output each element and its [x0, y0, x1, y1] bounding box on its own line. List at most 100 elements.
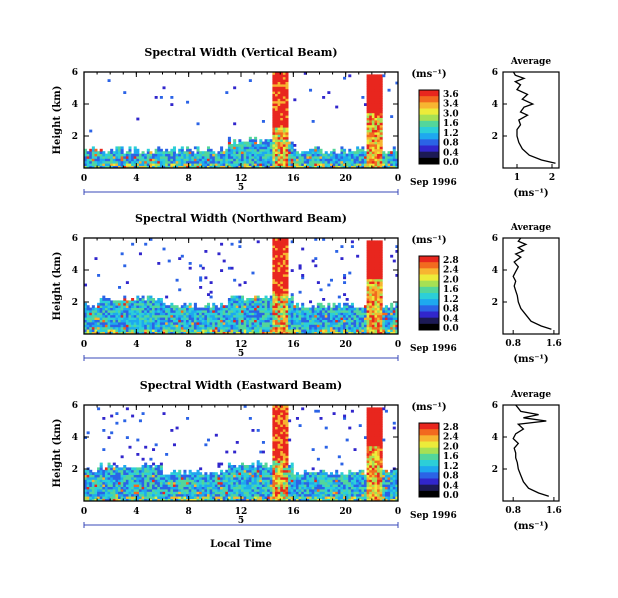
heatmap-cell — [261, 484, 265, 487]
heatmap-cell — [243, 144, 247, 147]
heatmap-cell — [379, 271, 383, 275]
heatmap-cell — [277, 105, 281, 109]
heatmap-cell — [146, 151, 150, 154]
heatmap-cell — [149, 469, 153, 473]
average-profile-line — [512, 237, 552, 330]
heatmap-cell — [285, 151, 289, 154]
heatmap-cell — [241, 465, 245, 468]
heatmap-cell — [199, 153, 203, 157]
heatmap-cell — [335, 153, 339, 157]
heatmap-cell — [261, 319, 265, 323]
heatmap-cell — [377, 124, 381, 128]
heatmap-cell — [353, 324, 357, 328]
heatmap-cell — [251, 165, 255, 169]
heatmap-cell — [248, 146, 252, 150]
heatmap-cell — [201, 326, 205, 330]
colorbar-swatch — [419, 139, 439, 146]
heatmap-cell — [275, 326, 279, 330]
heatmap-cell — [256, 477, 260, 480]
heatmap-cell — [123, 310, 127, 313]
heatmap-cell — [199, 158, 203, 162]
heatmap-cell — [272, 441, 276, 444]
heatmap-cell — [131, 319, 135, 323]
heatmap-cell — [233, 324, 237, 328]
heatmap-cell — [123, 153, 127, 157]
heatmap-cell — [277, 266, 281, 270]
heatmap-cell — [379, 245, 383, 248]
heatmap-cell — [361, 146, 365, 150]
heatmap-cell — [217, 151, 221, 154]
heatmap-cell — [248, 324, 252, 328]
heatmap-cell — [146, 496, 150, 499]
heatmap-cell — [238, 472, 242, 475]
heatmap-cell — [233, 491, 237, 495]
heatmap-cell — [144, 165, 148, 169]
heatmap-cell — [238, 469, 242, 473]
heatmap-cell — [264, 165, 268, 169]
heatmap-cell — [162, 156, 166, 159]
heatmap-cell — [277, 247, 281, 251]
heatmap-cell — [230, 298, 234, 301]
heatmap-cell — [374, 278, 378, 282]
heatmap-cell — [125, 305, 129, 308]
colorbar-swatch — [419, 268, 439, 275]
heatmap-cell — [295, 314, 299, 318]
heatmap-cell — [91, 305, 95, 308]
heatmap-cell — [159, 479, 163, 483]
heatmap-cell — [280, 134, 284, 138]
heatmap-cell — [377, 286, 381, 289]
heatmap-cell — [374, 132, 378, 135]
heatmap-cell — [118, 319, 122, 323]
heatmap-cell — [259, 331, 263, 335]
heatmap-cell — [361, 317, 365, 320]
heatmap-cell — [275, 443, 279, 447]
heatmap-cell — [275, 262, 279, 265]
heatmap-cell — [99, 314, 103, 318]
heatmap-cell — [282, 489, 286, 492]
heatmap-cell — [102, 472, 106, 475]
heatmap-cell — [288, 307, 292, 311]
heatmap-cell — [196, 491, 200, 495]
heatmap-cell — [261, 472, 265, 475]
heatmap-cell — [275, 247, 279, 251]
heatmap-cell — [348, 165, 352, 169]
heatmap-cell — [285, 79, 289, 82]
heatmap-cell — [206, 310, 210, 313]
heatmap-cell — [118, 477, 122, 480]
heatmap-cell — [374, 148, 378, 152]
heatmap-cell — [366, 274, 370, 277]
heatmap-cell — [277, 136, 281, 140]
heatmap-cell — [86, 326, 90, 330]
heatmap-cell — [277, 314, 281, 318]
heatmap-cell — [371, 271, 375, 275]
heatmap-cell — [136, 165, 140, 169]
heatmap-cell — [379, 93, 383, 97]
heatmap-cell — [112, 160, 116, 164]
heatmap-cell — [201, 484, 205, 487]
heatmap-cell — [165, 319, 169, 323]
heatmap-cell — [282, 414, 286, 418]
heatmap-cell — [86, 324, 90, 328]
heatmap-cell — [251, 310, 255, 313]
heatmap-cell — [233, 486, 237, 490]
heatmap-cell — [86, 153, 90, 157]
heatmap-cell — [123, 484, 127, 487]
heatmap-cell — [374, 156, 378, 159]
heatmap-cell — [301, 479, 305, 483]
heatmap-cell — [377, 262, 381, 265]
heatmap-cell — [233, 493, 237, 497]
heatmap-cell — [241, 498, 245, 502]
heatmap-cell — [206, 489, 210, 492]
heatmap-cell — [217, 477, 221, 480]
heatmap-cell — [241, 331, 245, 335]
heatmap-cell — [277, 419, 281, 423]
heatmap-cell — [282, 271, 286, 275]
heatmap-cell — [159, 156, 163, 159]
heatmap-cell — [379, 247, 383, 251]
heatmap-cell — [125, 314, 129, 318]
colorbar-swatch — [419, 133, 439, 140]
heatmap-cell — [138, 469, 142, 473]
heatmap-cell — [288, 148, 292, 152]
heatmap-cell — [188, 305, 192, 308]
heatmap-cell — [282, 307, 286, 311]
